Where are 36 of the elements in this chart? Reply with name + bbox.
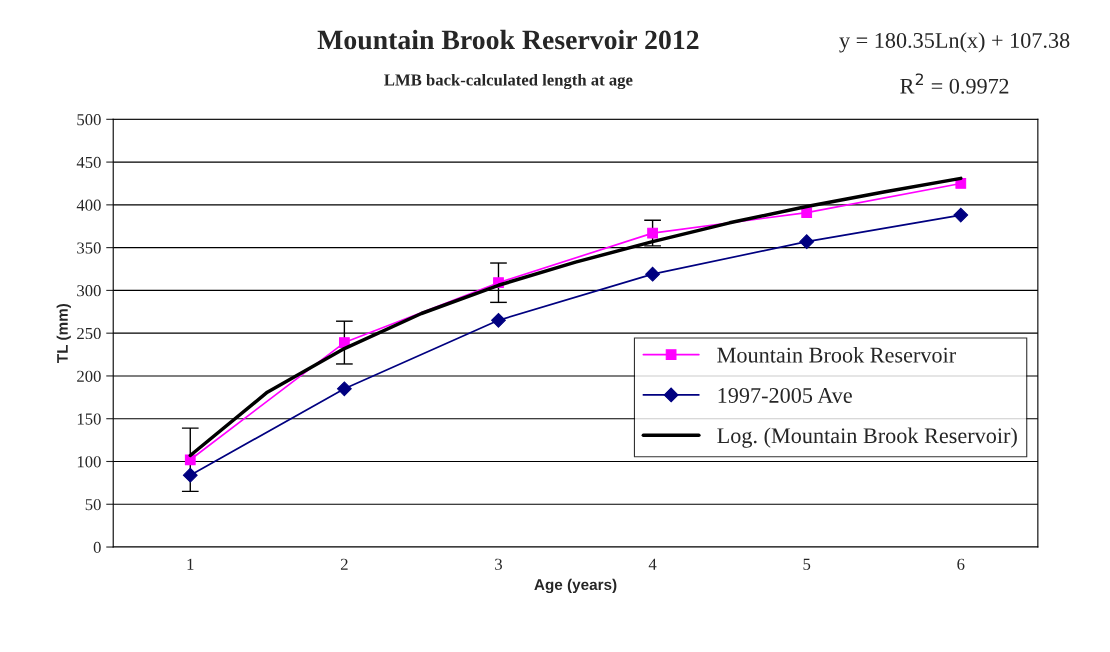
chart-title: Mountain Brook Reservoir 2012 <box>317 29 699 50</box>
chart-subtitle: LMB back-calculated length at age <box>384 73 633 90</box>
legend-label: Mountain Brook Reservoir <box>717 347 956 363</box>
x-tick-label: 1 <box>187 558 194 570</box>
y-tick-label: 450 <box>76 156 101 169</box>
point <box>336 381 352 397</box>
y-tick-label: 350 <box>77 242 101 254</box>
y-tick-label: 150 <box>77 413 101 425</box>
text: y = 180.35Ln(x) + 107.38 <box>839 32 1070 53</box>
y-tick-label: 300 <box>77 285 101 297</box>
x-tick-label: 4 <box>648 558 657 570</box>
legend-label: 1997-2005 Ave <box>718 387 852 403</box>
point <box>647 227 658 239</box>
x-tick-label: 6 <box>957 558 965 570</box>
y-tick-label: 500 <box>77 114 101 126</box>
x-tick-label: 3 <box>495 558 502 570</box>
point <box>182 467 198 483</box>
point <box>491 312 506 328</box>
y-tick-label: 100 <box>77 456 101 468</box>
y-axis-title: TL (mm) <box>56 303 71 363</box>
point <box>339 337 350 348</box>
y-tick-label: 200 <box>77 370 101 382</box>
x-axis-title: Age (years) <box>534 578 617 594</box>
point <box>801 207 813 218</box>
y-tick-label: 0 <box>93 541 101 553</box>
point <box>645 266 660 282</box>
y-tick-label: 250 <box>77 327 101 340</box>
x-tick-label: 5 <box>803 558 811 570</box>
y-tick-label: 50 <box>85 498 101 511</box>
point <box>953 207 969 223</box>
y-tick-label: 400 <box>76 199 101 211</box>
text: R$^{2}$ = 0.9972 <box>900 73 1009 94</box>
x-tick-label: 2 <box>340 558 348 570</box>
point <box>184 454 196 466</box>
point <box>799 234 815 250</box>
legend-label: Log. (Mountain Brook Reservoir) <box>717 427 1017 448</box>
